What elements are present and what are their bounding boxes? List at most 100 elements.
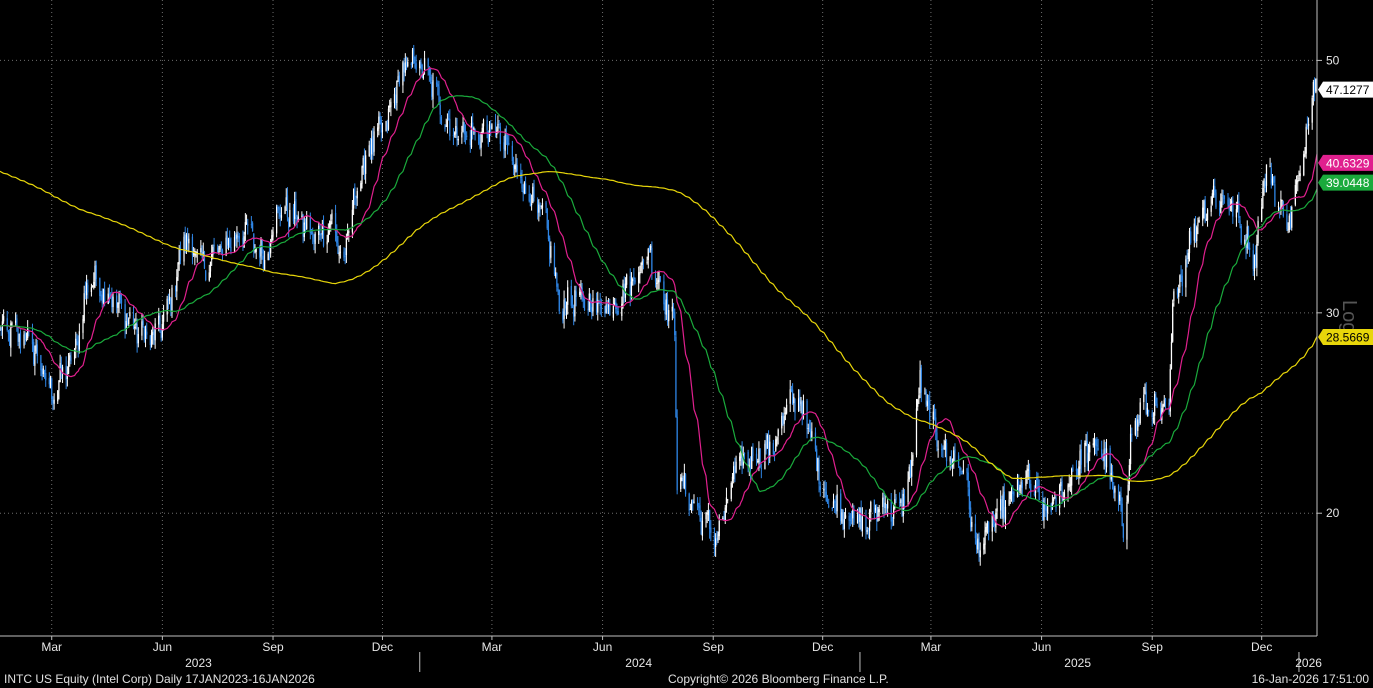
candle-body	[849, 519, 851, 521]
candle-body	[1102, 458, 1104, 460]
candle-body	[504, 135, 506, 151]
candle-body	[1305, 126, 1307, 154]
candle-body	[819, 486, 821, 490]
candle-body	[1281, 199, 1283, 202]
candle-body	[718, 520, 720, 537]
candle-body	[423, 58, 426, 71]
candle-body	[613, 303, 616, 306]
candle-body	[1129, 433, 1132, 465]
candle-body	[487, 131, 489, 145]
candle-body	[227, 237, 230, 246]
candle-body	[514, 165, 516, 170]
candle-body	[99, 278, 101, 297]
candle-body	[1160, 409, 1162, 421]
candle-body	[773, 452, 776, 454]
candle-body	[1306, 125, 1309, 128]
candle-body	[911, 460, 913, 477]
candle-body	[25, 338, 28, 340]
candle-body	[1097, 448, 1099, 450]
candle-body	[935, 417, 937, 432]
candle-body	[244, 222, 246, 235]
candle-body	[373, 131, 375, 152]
ma-20-label-box	[1318, 154, 1373, 171]
candle-body	[365, 155, 367, 174]
candle-body	[676, 416, 678, 491]
candle-body	[807, 428, 809, 430]
candle-body	[932, 411, 934, 420]
candle-body	[1185, 259, 1187, 288]
candle-body	[58, 380, 60, 391]
candle-body	[723, 518, 725, 521]
candle-body	[541, 203, 544, 208]
candle-body	[945, 442, 948, 462]
candle-body	[727, 499, 729, 501]
candle-body	[338, 252, 340, 256]
x-month-label: Sep	[1142, 640, 1164, 654]
candle-body	[137, 334, 139, 344]
candle-body	[941, 449, 943, 451]
candle-body	[1180, 273, 1182, 276]
candle-body	[783, 416, 785, 424]
candle-body	[479, 142, 481, 149]
candle-body	[808, 427, 811, 430]
candle-body	[1121, 503, 1123, 526]
ma-20-label: 40.6329	[1318, 154, 1373, 171]
candle-body	[698, 506, 700, 508]
candle-body	[134, 326, 136, 329]
candle-body	[310, 230, 313, 234]
candle-body	[1152, 417, 1155, 420]
candle-body	[1061, 480, 1063, 500]
candle-body	[144, 329, 147, 339]
candle-body	[639, 271, 641, 275]
candle-body	[118, 292, 120, 304]
candle-body	[1144, 389, 1146, 395]
candle-body	[102, 289, 105, 303]
footer-security-description: INTC US Equity (Intel Corp) Daily 17JAN2…	[4, 672, 315, 686]
candle-body	[414, 65, 416, 67]
candle-body	[397, 76, 399, 82]
candle-body	[799, 396, 801, 406]
candle-body	[1212, 185, 1215, 196]
candle-body	[153, 330, 155, 339]
candle-body	[1196, 227, 1198, 242]
candle-body	[162, 314, 165, 322]
candle-body	[874, 507, 877, 511]
candle-body	[909, 464, 912, 477]
candle-body	[337, 242, 339, 254]
candle-body	[1077, 468, 1079, 477]
candle-body	[707, 511, 710, 516]
ma-200-label-text: 28.5669	[1326, 331, 1370, 345]
candle-body	[739, 456, 741, 462]
candle-body	[533, 184, 535, 199]
candle-body	[245, 222, 248, 224]
candle-body	[810, 428, 812, 438]
candle-body	[403, 63, 405, 72]
candle-body	[480, 132, 482, 148]
candle-body	[277, 206, 279, 209]
candle-body	[11, 323, 13, 325]
candle-body	[1075, 468, 1078, 471]
candle-body	[1162, 405, 1164, 408]
candle-body	[1193, 223, 1195, 241]
candle-body	[221, 249, 224, 256]
candle-body	[124, 304, 126, 331]
last-price-label: 47.1277	[1318, 81, 1373, 98]
candle-body	[959, 466, 961, 470]
candle-body	[411, 50, 414, 64]
candle-body	[919, 370, 921, 394]
candle-body	[209, 261, 212, 272]
candle-body	[1068, 483, 1070, 488]
candle-body	[185, 234, 188, 250]
candle-body	[1211, 193, 1213, 204]
candle-body	[355, 198, 357, 200]
candle-body	[461, 132, 463, 138]
candle-body	[672, 308, 675, 313]
candle-body	[420, 61, 422, 67]
candle-body	[1069, 484, 1072, 486]
candle-body	[57, 390, 59, 402]
candle-body	[454, 132, 456, 135]
candle-body	[1297, 180, 1299, 183]
candle-body	[668, 310, 670, 322]
candle-body	[706, 513, 708, 515]
candle-body	[481, 127, 483, 133]
